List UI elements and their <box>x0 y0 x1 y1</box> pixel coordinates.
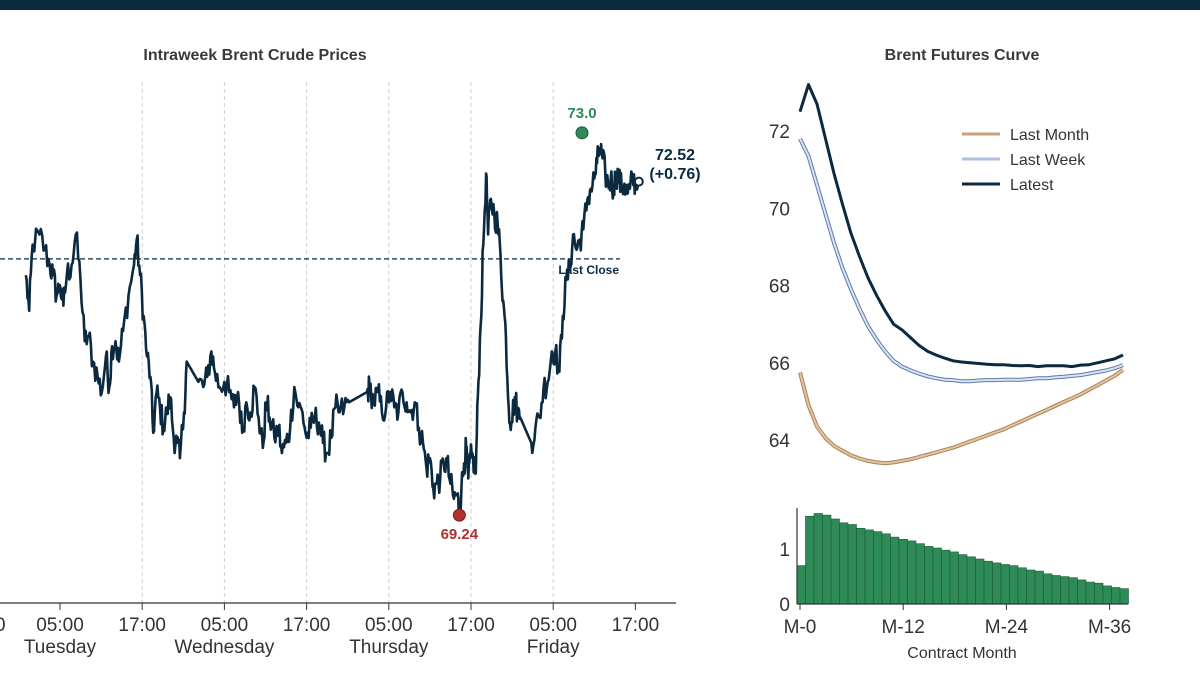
last-close-label: Last Close <box>558 263 619 277</box>
spread-bar <box>958 554 968 605</box>
spread-bar <box>915 543 925 605</box>
legend-label-latest: Latest <box>1010 177 1054 194</box>
bar-x-tick-label: M-36 <box>1088 617 1131 638</box>
intraweek-tick-label: 05:00 <box>365 615 413 636</box>
spread-bar <box>1119 588 1129 605</box>
top-banner <box>0 0 1200 10</box>
spread-bar <box>873 531 883 605</box>
intraweek-tick-label: 17:00 <box>283 615 331 636</box>
low-marker <box>452 508 466 522</box>
spread-bar <box>1017 567 1027 605</box>
spread-bar <box>1085 581 1095 605</box>
spread-bar <box>1009 565 1019 605</box>
intraweek-tick-label: 05:00 <box>36 615 84 636</box>
spread-bar <box>847 524 857 605</box>
curve-last-week-outline <box>798 137 1124 384</box>
bar-axis-ticks: 0 1 M-0 M-12 M-24 M-36 <box>779 540 1131 638</box>
spread-bar <box>1000 564 1010 605</box>
intraweek-chart-title: Intraweek Brent Crude Prices <box>143 47 366 64</box>
spread-bar <box>856 527 866 605</box>
legend-label-last-week: Last Week <box>1010 152 1086 169</box>
futures-y-tick-label: 66 <box>769 354 790 375</box>
spread-bar <box>1094 582 1104 605</box>
spread-bar <box>924 546 934 605</box>
futures-y-tick-label: 64 <box>769 431 791 452</box>
spread-bar <box>1026 569 1036 605</box>
bar-y-tick-label: 0 <box>779 595 790 616</box>
intraweek-tick-label: 05:00 <box>201 615 249 636</box>
spread-bar <box>966 556 976 605</box>
spread-bar <box>864 529 874 605</box>
curve-latest <box>798 83 1124 369</box>
high-label: 73.0 <box>567 105 596 122</box>
futures-y-tick-label: 68 <box>769 277 790 298</box>
spread-bar <box>949 551 959 605</box>
spread-bar <box>830 518 840 605</box>
spread-bar <box>992 562 1002 605</box>
spread-bar <box>1043 573 1053 605</box>
contract-month-label: Contract Month <box>907 645 1016 662</box>
spread-bar <box>881 533 891 605</box>
spread-bar <box>1051 575 1061 605</box>
spread-bar <box>813 513 823 605</box>
spread-bar <box>822 514 832 605</box>
high-marker <box>575 126 589 140</box>
curve-last-week <box>799 138 1124 383</box>
bar-x-tick-label: M-0 <box>784 617 817 638</box>
bar-y-tick-label: 1 <box>779 540 790 561</box>
intraweek-tick-label-partial: 0 <box>0 615 6 636</box>
low-label: 69.24 <box>441 526 479 543</box>
intraweek-price-series <box>24 142 641 518</box>
futures-curve-series <box>798 83 1125 466</box>
intraweek-day-label: Friday <box>527 637 580 658</box>
spread-bar <box>796 565 806 605</box>
spread-bar <box>805 515 815 605</box>
latest-change-label: (+0.76) <box>649 166 700 183</box>
curve-last-month <box>799 368 1124 465</box>
latest-marker <box>633 176 644 187</box>
spread-bar <box>941 549 951 605</box>
spread-bar <box>1102 585 1112 605</box>
spread-bar <box>1077 579 1087 605</box>
spread-bar <box>983 560 993 605</box>
intraweek-day-label: Tuesday <box>24 637 97 658</box>
intraweek-x-ticks: 05:00 17:00 05:00 17:00 05:00 17:00 05:00 17:00… <box>0 603 659 658</box>
intraweek-day-label: Wednesday <box>174 637 274 658</box>
spread-bar <box>975 558 985 605</box>
spread-bar <box>1060 576 1070 605</box>
curve-last-month-outline <box>798 368 1125 466</box>
spread-bar <box>890 536 900 605</box>
spread-bar <box>1111 587 1121 605</box>
latest-price-label: 72.52 <box>655 147 695 164</box>
bar-x-tick-label: M-12 <box>882 617 925 638</box>
intraweek-tick-label: 17:00 <box>612 615 660 636</box>
spread-bar <box>1034 570 1044 605</box>
bar-x-tick-label: M-24 <box>985 617 1029 638</box>
intraweek-gridlines <box>141 82 554 603</box>
intraweek-tick-label: 17:00 <box>447 615 495 636</box>
intraweek-price-line <box>24 142 641 518</box>
spread-bar <box>907 540 917 605</box>
intraweek-day-label: Thursday <box>349 637 429 658</box>
futures-legend: Last Month Last Week Latest <box>962 127 1089 194</box>
legend-label-last-month: Last Month <box>1010 127 1089 144</box>
futures-y-ticks: 64 66 68 70 72 <box>769 122 791 452</box>
futures-y-tick-label: 70 <box>769 199 790 220</box>
futures-y-tick-label: 72 <box>769 122 790 143</box>
spread-bar <box>1068 577 1078 605</box>
intraweek-tick-label: 05:00 <box>529 615 577 636</box>
intraweek-tick-label: 17:00 <box>118 615 166 636</box>
spread-bar <box>932 547 942 605</box>
spread-bars <box>796 513 1129 605</box>
spread-bar <box>898 538 908 605</box>
futures-curve-title: Brent Futures Curve <box>885 47 1040 64</box>
spread-bar <box>839 522 849 605</box>
